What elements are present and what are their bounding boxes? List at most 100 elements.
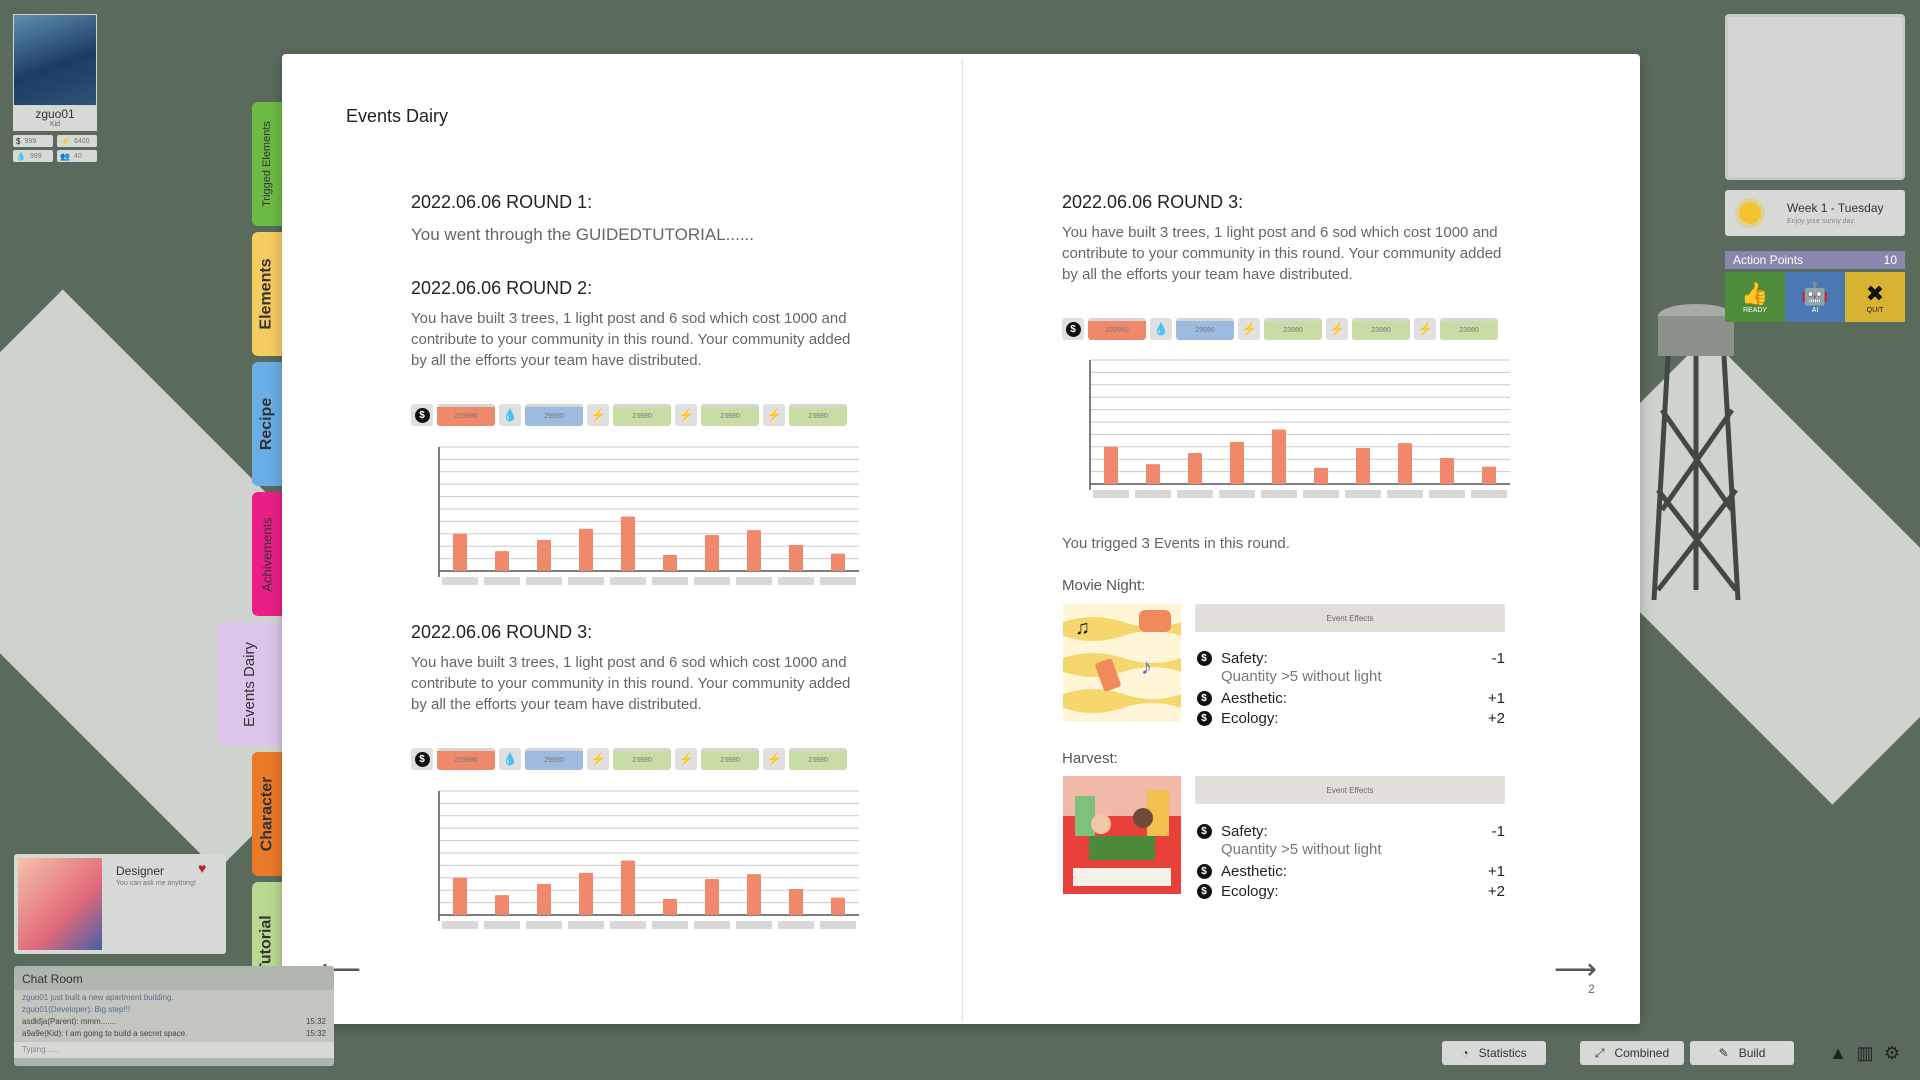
bar bbox=[747, 874, 761, 915]
bar bbox=[1356, 448, 1370, 484]
effect-value: +1 bbox=[1487, 689, 1505, 707]
ready-label: READY bbox=[1742, 306, 1768, 314]
tab-events-dairy[interactable]: Events Dairy bbox=[218, 622, 282, 746]
people-icon: 👥 bbox=[60, 151, 70, 161]
category-label bbox=[820, 577, 856, 585]
chat-messages: zguo01 just built a new apartment buildi… bbox=[14, 990, 334, 1042]
next-page-arrow[interactable]: ⟶ bbox=[1554, 953, 1598, 986]
bar bbox=[705, 535, 719, 571]
action-points-value: 10 bbox=[1883, 253, 1897, 267]
events-dairy-book bbox=[282, 54, 1640, 1024]
tab-label: Events Dairy bbox=[241, 641, 259, 727]
category-label bbox=[652, 577, 688, 585]
category-label bbox=[568, 921, 604, 929]
harvest-illustration bbox=[1063, 776, 1181, 894]
bar bbox=[1398, 443, 1412, 484]
chat-message-time: 15:32 bbox=[305, 1029, 326, 1038]
category-label bbox=[610, 921, 646, 929]
harvest-effects: $ Safety: -1 Quantity >5 without light $ Ae… bbox=[1195, 821, 1505, 901]
chat-message-text: zguo01(Developer): Big step!!! bbox=[22, 1005, 131, 1014]
people-stat: 👥 40 bbox=[57, 150, 97, 162]
shovel-icon: ✎ bbox=[1718, 1046, 1729, 1060]
chat-message: zguo01(Developer): Big step!!! bbox=[14, 1004, 334, 1016]
book-title: Events Dairy bbox=[346, 106, 449, 126]
chat-message-text: zguo01 just built a new apartment buildi… bbox=[22, 993, 174, 1002]
effect-ecology: $ Ecology: +2 bbox=[1195, 708, 1505, 728]
category-label bbox=[694, 577, 730, 585]
tab-character[interactable]: Character bbox=[252, 752, 282, 876]
gear-icon[interactable]: ⚙ bbox=[1883, 1042, 1901, 1063]
bar bbox=[1230, 441, 1244, 484]
statistics-button[interactable]: ◔ Statistics bbox=[1442, 1041, 1546, 1065]
energy-chip: 23980 bbox=[613, 404, 671, 426]
tab-label: Character bbox=[258, 776, 276, 852]
movie-night-effects-header: Event Effects bbox=[1195, 604, 1505, 632]
book-icon[interactable]: ▥ bbox=[1856, 1042, 1874, 1063]
ready-button[interactable]: 👍 READY bbox=[1725, 272, 1785, 322]
bar bbox=[663, 898, 677, 915]
energy-chip: 23980 bbox=[613, 748, 671, 770]
ai-label: AI bbox=[1811, 306, 1819, 314]
right-round-bar-chart bbox=[1089, 359, 1510, 498]
water-icon: 💧 bbox=[499, 748, 521, 770]
bar bbox=[537, 884, 551, 915]
chat-room: Chat Room zguo01 just built a new apartm… bbox=[14, 966, 334, 1066]
money-icon: $ bbox=[1195, 862, 1213, 880]
sun-icon bbox=[1739, 202, 1761, 224]
effect-value: +2 bbox=[1487, 882, 1505, 900]
combined-label: Combined bbox=[1614, 1046, 1670, 1060]
category-label bbox=[778, 921, 814, 929]
quit-label: QUIT bbox=[1866, 306, 1884, 314]
build-button[interactable]: ✎ Build bbox=[1690, 1041, 1794, 1065]
bar bbox=[789, 544, 803, 571]
combined-button[interactable]: ⤢ Combined bbox=[1580, 1041, 1684, 1065]
energy-chip: 23980 bbox=[701, 748, 759, 770]
bar bbox=[621, 860, 635, 915]
svg-text:♫: ♫ bbox=[1075, 617, 1090, 639]
bar bbox=[1272, 429, 1286, 484]
round-3-resources: $239980 💧 29980 ⚡ 23980 ⚡ 23980 ⚡ 23980 bbox=[411, 748, 847, 770]
energy-icon: ⚡ bbox=[60, 136, 70, 146]
player-name: zguo01 bbox=[13, 106, 97, 121]
tab-recipe[interactable]: Recipe bbox=[252, 362, 282, 486]
quit-button[interactable]: ✖ QUIT bbox=[1845, 272, 1905, 322]
tab-label: Achivements bbox=[259, 516, 275, 592]
tab-achivements[interactable]: Achivements bbox=[252, 492, 282, 616]
round-3-heading: 2022.06.06 ROUND 3: bbox=[411, 622, 593, 642]
chat-input[interactable]: Typing...... bbox=[14, 1042, 334, 1058]
effect-aesthetic: $ Aesthetic: +1 bbox=[1195, 688, 1505, 708]
water-chip: 29980 bbox=[525, 748, 583, 770]
energy-icon: ⚡ bbox=[587, 748, 609, 770]
bar bbox=[831, 553, 845, 571]
round-2-text: You have built 3 trees, 1 light post and… bbox=[411, 310, 851, 369]
ai-button[interactable]: 🤖 AI bbox=[1785, 272, 1845, 322]
effect-label: Ecology: bbox=[1221, 709, 1279, 727]
action-points-bar: Action Points 10 bbox=[1725, 251, 1905, 269]
week-sub: Enjoy your sunny day. bbox=[1787, 218, 1856, 225]
water-value: 999 bbox=[29, 152, 42, 160]
category-label bbox=[442, 921, 478, 929]
money-value: 999 bbox=[24, 137, 37, 145]
category-label bbox=[1261, 490, 1297, 498]
player-role: Kid bbox=[13, 121, 97, 131]
bar bbox=[789, 888, 803, 915]
bar bbox=[621, 516, 635, 571]
money-chip: 239980 bbox=[1088, 318, 1146, 340]
action-points-label: Action Points bbox=[1733, 253, 1804, 267]
bar bbox=[831, 897, 845, 915]
designer-card[interactable]: Designer You can ask me anything! ♥ bbox=[14, 854, 226, 954]
player-profile[interactable]: zguo01 Kid $999 ⚡ 6400 💧 999 👥 40 bbox=[13, 14, 99, 166]
player-avatar bbox=[13, 14, 97, 106]
category-label bbox=[526, 921, 562, 929]
minimap[interactable] bbox=[1725, 14, 1905, 180]
tab-trigged-elements[interactable]: Trigged Elements bbox=[252, 102, 282, 226]
heart-icon[interactable]: ♥ bbox=[198, 860, 207, 876]
event-harvest-title: Harvest: bbox=[1062, 750, 1118, 767]
energy-chip: 23980 bbox=[789, 404, 847, 426]
bar bbox=[1104, 446, 1118, 484]
tab-elements[interactable]: Elements bbox=[252, 232, 282, 356]
event-movie-night-title: Movie Night: bbox=[1062, 577, 1146, 594]
chat-message: asdkfja(Parent): mmm....... 15:32 bbox=[14, 1016, 334, 1028]
category-label bbox=[1429, 490, 1465, 498]
terrain-icon[interactable]: ▲ bbox=[1829, 1042, 1847, 1063]
